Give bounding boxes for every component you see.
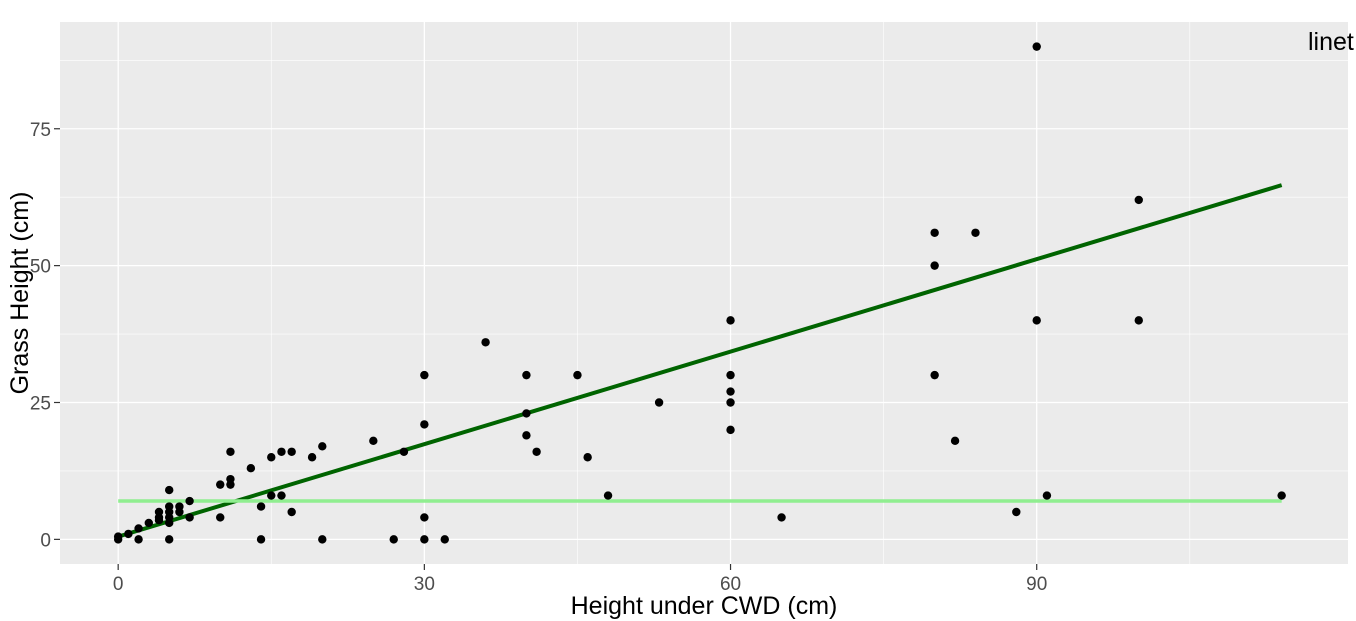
data-point [726, 316, 735, 325]
data-point [950, 436, 960, 446]
axis-ticks [54, 128, 1038, 570]
series-points [113, 42, 1286, 544]
data-point [583, 453, 592, 462]
y-tick-label: 75 [30, 120, 51, 141]
grid-minor [60, 22, 1348, 564]
data-point [1134, 195, 1143, 205]
data-point [726, 387, 735, 396]
data-point [420, 535, 429, 544]
data-point [175, 502, 184, 511]
data-point [1042, 491, 1052, 500]
x-tick-label: 60 [720, 574, 741, 595]
x-tick-label: 0 [113, 574, 124, 595]
grid-major [60, 22, 1348, 564]
data-point [256, 535, 266, 544]
fit-line [117, 183, 1283, 539]
data-point [226, 447, 235, 456]
axis-tick-labels: 0 30 60 90 0 25 50 75 [30, 120, 1047, 595]
data-point [185, 513, 194, 522]
data-point [277, 447, 286, 456]
data-point [318, 442, 327, 451]
data-point [144, 518, 153, 528]
y-tick-label: 25 [30, 393, 51, 414]
data-point [154, 507, 164, 517]
data-point [726, 398, 735, 407]
data-point [307, 453, 317, 462]
data-point [1134, 316, 1143, 325]
data-point [277, 491, 286, 500]
data-point [522, 409, 531, 418]
x-tick-label: 30 [414, 574, 435, 595]
data-point [1032, 316, 1041, 325]
legend-title: linet [1308, 28, 1354, 56]
data-point [532, 447, 541, 456]
data-point [287, 507, 296, 517]
data-point [185, 496, 194, 506]
data-point [165, 485, 174, 495]
data-point [522, 370, 531, 380]
x-tick-label: 90 [1026, 574, 1047, 595]
data-point [930, 228, 939, 237]
data-point [256, 502, 266, 511]
data-point [113, 532, 123, 541]
data-point [654, 398, 664, 407]
data-point [1032, 42, 1041, 51]
data-point [420, 513, 429, 522]
data-point [134, 535, 143, 544]
data-point [440, 535, 449, 544]
data-point [420, 370, 429, 380]
data-point [165, 518, 174, 528]
series-lines [117, 183, 1283, 539]
data-point [777, 513, 786, 522]
data-point [971, 228, 980, 237]
data-point [1012, 507, 1021, 517]
data-point [226, 474, 235, 484]
data-point [165, 535, 174, 544]
y-tick-label: 0 [40, 530, 51, 551]
data-point [726, 425, 735, 435]
data-point [216, 513, 225, 522]
y-axis-title: Grass Height (cm) [6, 192, 34, 395]
data-point [369, 436, 378, 446]
plot-panel [60, 22, 1348, 564]
data-point [726, 370, 735, 380]
data-point [420, 420, 429, 429]
data-point [389, 535, 398, 544]
data-point [134, 524, 143, 533]
data-point [930, 370, 939, 380]
data-point [267, 491, 276, 500]
data-point [1277, 491, 1286, 500]
data-point [318, 535, 327, 544]
data-point [154, 516, 164, 525]
data-point [930, 261, 939, 270]
data-point [522, 431, 531, 440]
data-point [124, 529, 133, 539]
data-point [216, 480, 225, 489]
data-point [246, 463, 256, 473]
data-point [287, 447, 296, 456]
data-point [573, 370, 582, 380]
x-axis-title: Height under CWD (cm) [571, 592, 838, 620]
data-point [481, 338, 490, 347]
data-point [267, 453, 276, 462]
y-tick-label: 50 [30, 257, 51, 278]
data-point [399, 447, 409, 456]
data-point [603, 491, 613, 500]
